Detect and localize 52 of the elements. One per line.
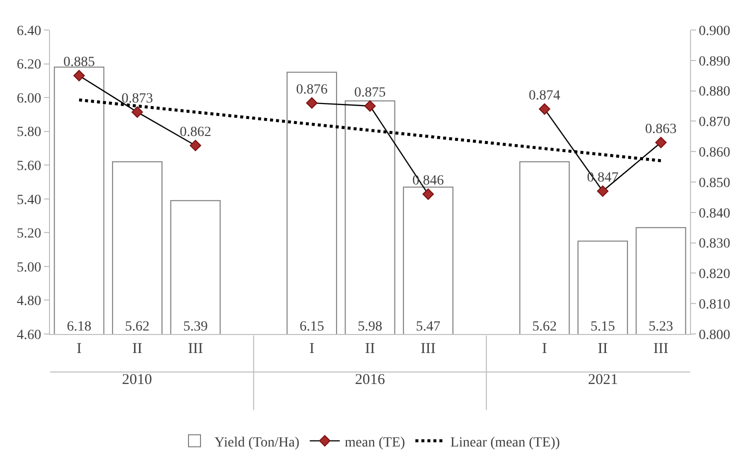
y2-tick-label: 0.810 — [698, 298, 730, 312]
y2-tick-label: 0.860 — [698, 146, 730, 160]
y-tick-label: 5.00 — [16, 260, 42, 276]
y2-tick-label: 0.850 — [698, 176, 730, 191]
legend-label: Yield (Ton/Ha) — [214, 435, 300, 450]
y2-tick-label: 0.800 — [698, 328, 730, 343]
data-label: 5.47 — [416, 320, 440, 334]
y-tick-label: 6.20 — [16, 58, 42, 73]
y-tick-label: 4.60 — [16, 328, 42, 343]
y-tick-label: 4.80 — [16, 294, 42, 310]
data-label: 5.98 — [358, 320, 382, 334]
x-tick-label: I — [542, 341, 548, 357]
data-label: 5.62 — [532, 320, 557, 334]
legend-label: mean (TE) — [344, 435, 406, 450]
x-tick-label: I — [76, 341, 82, 357]
data-label: 0.874 — [528, 88, 560, 104]
data-label: 0.873 — [122, 92, 154, 107]
y-tick-label: 5.20 — [16, 226, 42, 242]
data-label: 5.23 — [648, 320, 674, 334]
y-tick-label: 6.00 — [16, 91, 42, 106]
data-label: 0.876 — [296, 82, 328, 98]
text: 2016 — [355, 372, 386, 388]
data-label: 5.62 — [125, 320, 150, 334]
x-tick-label: II — [365, 341, 375, 357]
y-tick-label: 6.40 — [16, 24, 42, 39]
x-tick-label: III — [653, 341, 668, 357]
x-tick-label: I — [309, 341, 314, 357]
y-tick-label: 5.40 — [16, 192, 42, 208]
legend-label: Linear (mean (TE)) — [450, 435, 560, 450]
data-label: 5.15 — [590, 320, 615, 334]
y2-tick-label: 0.880 — [698, 84, 730, 100]
data-label: 6.18 — [66, 320, 92, 334]
y2-tick-label: 0.890 — [698, 54, 730, 70]
y2-tick-label: 0.870 — [698, 115, 730, 130]
data-label: 0.885 — [63, 55, 95, 70]
text: 2021 — [588, 372, 618, 388]
data-label: 5.39 — [183, 320, 208, 334]
text: 2010 — [122, 372, 152, 388]
y2-tick-label: 0.820 — [698, 267, 730, 282]
x-tick-label: III — [188, 341, 203, 357]
data-label: 0.862 — [180, 125, 212, 140]
data-label: 0.875 — [354, 86, 386, 100]
y-tick-label: 5.80 — [16, 125, 42, 140]
data-label: 0.863 — [645, 122, 677, 137]
x-tick-label: III — [420, 341, 436, 357]
y2-tick-label: 0.840 — [698, 206, 730, 222]
y-tick-label: 5.60 — [16, 159, 42, 174]
x-tick-label: II — [132, 341, 142, 357]
x-tick-label: II — [598, 341, 608, 357]
data-label: 6.15 — [300, 320, 324, 334]
y2-tick-label: 0.900 — [698, 24, 730, 39]
y2-tick-label: 0.830 — [698, 236, 730, 252]
